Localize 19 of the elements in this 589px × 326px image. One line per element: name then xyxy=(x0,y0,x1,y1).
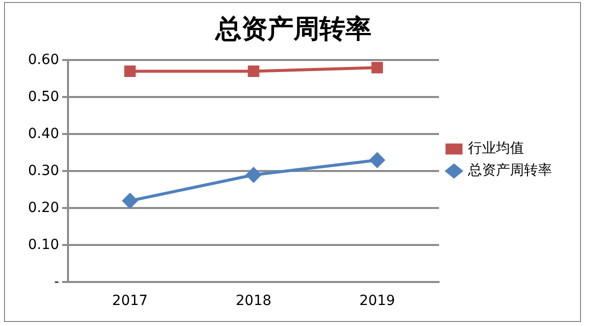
x-tick-label: 2018 xyxy=(236,293,272,310)
chart-title: 总资产周转率 xyxy=(214,14,372,44)
y-tick-label: 0.50 xyxy=(28,88,60,105)
legend-label: 总资产周转率 xyxy=(467,162,552,179)
y-tick-label: 0.20 xyxy=(28,200,60,216)
x-tick-label: 2017 xyxy=(112,293,148,310)
y-tick-label: 0.10 xyxy=(28,236,60,253)
y-tick-label: 0.60 xyxy=(28,52,60,68)
point xyxy=(371,62,383,74)
legend-label: 行业均值 xyxy=(468,140,524,157)
point xyxy=(370,152,385,168)
y-tick-label: 0.40 xyxy=(28,126,60,142)
y-tick-label: 0.30 xyxy=(28,162,60,179)
y-tick-label: - xyxy=(54,274,60,290)
x-tick-label: 2019 xyxy=(359,293,396,310)
point xyxy=(122,193,138,208)
point xyxy=(248,66,260,78)
point xyxy=(246,167,262,182)
point xyxy=(124,66,136,78)
